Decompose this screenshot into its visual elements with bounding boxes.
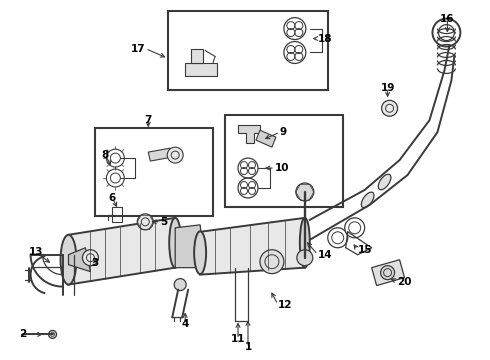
Circle shape xyxy=(137,214,153,230)
Circle shape xyxy=(381,266,394,280)
Text: 8: 8 xyxy=(102,150,109,160)
Circle shape xyxy=(167,147,183,163)
Text: 19: 19 xyxy=(380,84,395,93)
Polygon shape xyxy=(238,125,260,143)
Bar xyxy=(96,128,213,216)
Polygon shape xyxy=(148,148,172,161)
Text: 6: 6 xyxy=(109,193,116,203)
Bar xyxy=(225,115,343,207)
Bar xyxy=(168,11,328,90)
Circle shape xyxy=(174,279,186,291)
Polygon shape xyxy=(371,260,405,285)
Ellipse shape xyxy=(361,192,374,208)
Circle shape xyxy=(382,100,397,116)
Text: 5: 5 xyxy=(160,217,168,227)
Polygon shape xyxy=(200,218,305,275)
Circle shape xyxy=(260,250,284,274)
Text: 4: 4 xyxy=(181,319,189,329)
Text: 13: 13 xyxy=(28,247,43,257)
Text: 12: 12 xyxy=(278,300,293,310)
Polygon shape xyxy=(175,225,205,268)
Circle shape xyxy=(49,330,56,338)
Text: 3: 3 xyxy=(92,258,99,268)
Ellipse shape xyxy=(169,218,181,268)
Ellipse shape xyxy=(300,218,310,268)
Circle shape xyxy=(345,218,365,238)
Text: 2: 2 xyxy=(19,329,26,339)
Ellipse shape xyxy=(194,231,206,274)
Text: 20: 20 xyxy=(397,276,412,287)
Circle shape xyxy=(328,228,348,248)
Polygon shape xyxy=(191,49,203,63)
Polygon shape xyxy=(185,63,217,76)
Text: 11: 11 xyxy=(231,334,245,345)
Ellipse shape xyxy=(61,235,76,285)
Text: 9: 9 xyxy=(280,127,287,137)
Text: 1: 1 xyxy=(245,342,252,352)
Circle shape xyxy=(297,250,313,266)
Text: 16: 16 xyxy=(440,14,455,24)
Circle shape xyxy=(82,250,98,266)
Text: 17: 17 xyxy=(131,44,145,54)
Polygon shape xyxy=(256,130,276,147)
Text: 15: 15 xyxy=(358,245,372,255)
Ellipse shape xyxy=(378,174,391,190)
Text: 10: 10 xyxy=(275,163,290,173)
Polygon shape xyxy=(69,248,91,272)
Text: 14: 14 xyxy=(318,250,332,260)
Polygon shape xyxy=(69,218,175,285)
Circle shape xyxy=(296,183,314,201)
Text: 18: 18 xyxy=(318,33,332,44)
Text: 7: 7 xyxy=(145,115,152,125)
